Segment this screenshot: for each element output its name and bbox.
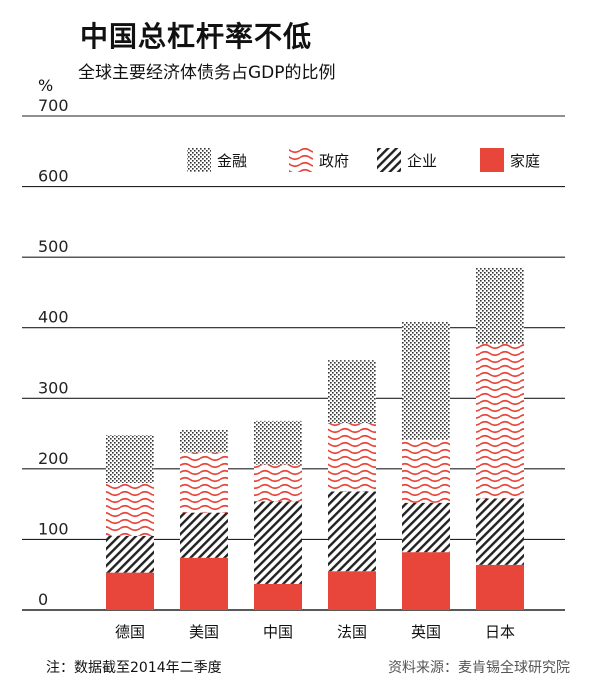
bar-segment-finance (106, 434, 154, 483)
bar-segment-household (476, 564, 524, 610)
bar-segment-household (106, 572, 154, 610)
y-tick-label: 100 (38, 519, 69, 538)
bar-segment-finance (180, 430, 228, 453)
bar-segment-household (402, 552, 450, 610)
bar-segment-finance (254, 420, 302, 465)
source-note: 资料来源：麦肯锡全球研究院 (388, 660, 570, 676)
bar-segment-household (180, 557, 228, 610)
bar-layer (106, 267, 524, 610)
y-axis-unit: % (38, 76, 54, 95)
bar-segment-government (402, 439, 450, 503)
bar-segment-corporate (106, 535, 154, 573)
legend-label: 政府 (319, 152, 349, 170)
bar-segment-government (328, 422, 376, 492)
y-tick-label: 500 (38, 237, 69, 256)
x-tick-label: 美国 (189, 623, 219, 641)
bar-segment-household (328, 571, 376, 610)
chart-subtitle: 全球主要经济体债务占GDP的比例 (78, 63, 336, 83)
x-tick-label: 法国 (337, 623, 367, 641)
footnote: 注：数据截至2014年二季度 (46, 660, 222, 676)
bar-segment-corporate (402, 502, 450, 553)
y-tick-label: 300 (38, 378, 69, 397)
bar-segment-finance (476, 267, 524, 344)
legend-swatch-finance (187, 148, 211, 172)
bar-segment-government (476, 343, 524, 499)
y-tick-label: 700 (38, 96, 69, 115)
bar-segment-corporate (180, 512, 228, 558)
y-tick-label: 600 (38, 167, 69, 186)
bar-segment-corporate (328, 491, 376, 572)
bar-segment-finance (402, 322, 450, 440)
legend-swatch-household (480, 148, 504, 172)
chart-title: 中国总杠杆率不低 (80, 20, 313, 53)
bar-segment-household (254, 583, 302, 610)
y-tick-label: 400 (38, 308, 69, 327)
x-tick-label: 中国 (263, 623, 293, 641)
legend-swatch-corporate (377, 148, 401, 172)
y-tick-label: 200 (38, 449, 69, 468)
label-layer: 德国 美国 中国 法国 英国 日本 (115, 623, 515, 641)
x-tick-label: 英国 (411, 623, 441, 641)
bar-segment-finance (328, 360, 376, 423)
legend: 金融 政府 企业 家庭 (187, 148, 540, 172)
y-tick-label: 0 (38, 590, 48, 609)
bar-segment-government (106, 482, 154, 536)
x-tick-label: 德国 (115, 623, 145, 641)
bar-segment-corporate (476, 498, 524, 565)
legend-label: 企业 (407, 152, 437, 170)
bar-segment-government (254, 464, 302, 502)
bar-segment-government (180, 452, 228, 513)
bar-segment-corporate (254, 501, 302, 584)
legend-label: 家庭 (510, 152, 540, 170)
x-tick-label: 日本 (485, 623, 515, 641)
legend-swatch-government (289, 148, 313, 172)
grid-layer: 0 100 200 300 400 500 600 700 (22, 96, 565, 611)
legend-label: 金融 (217, 152, 247, 170)
